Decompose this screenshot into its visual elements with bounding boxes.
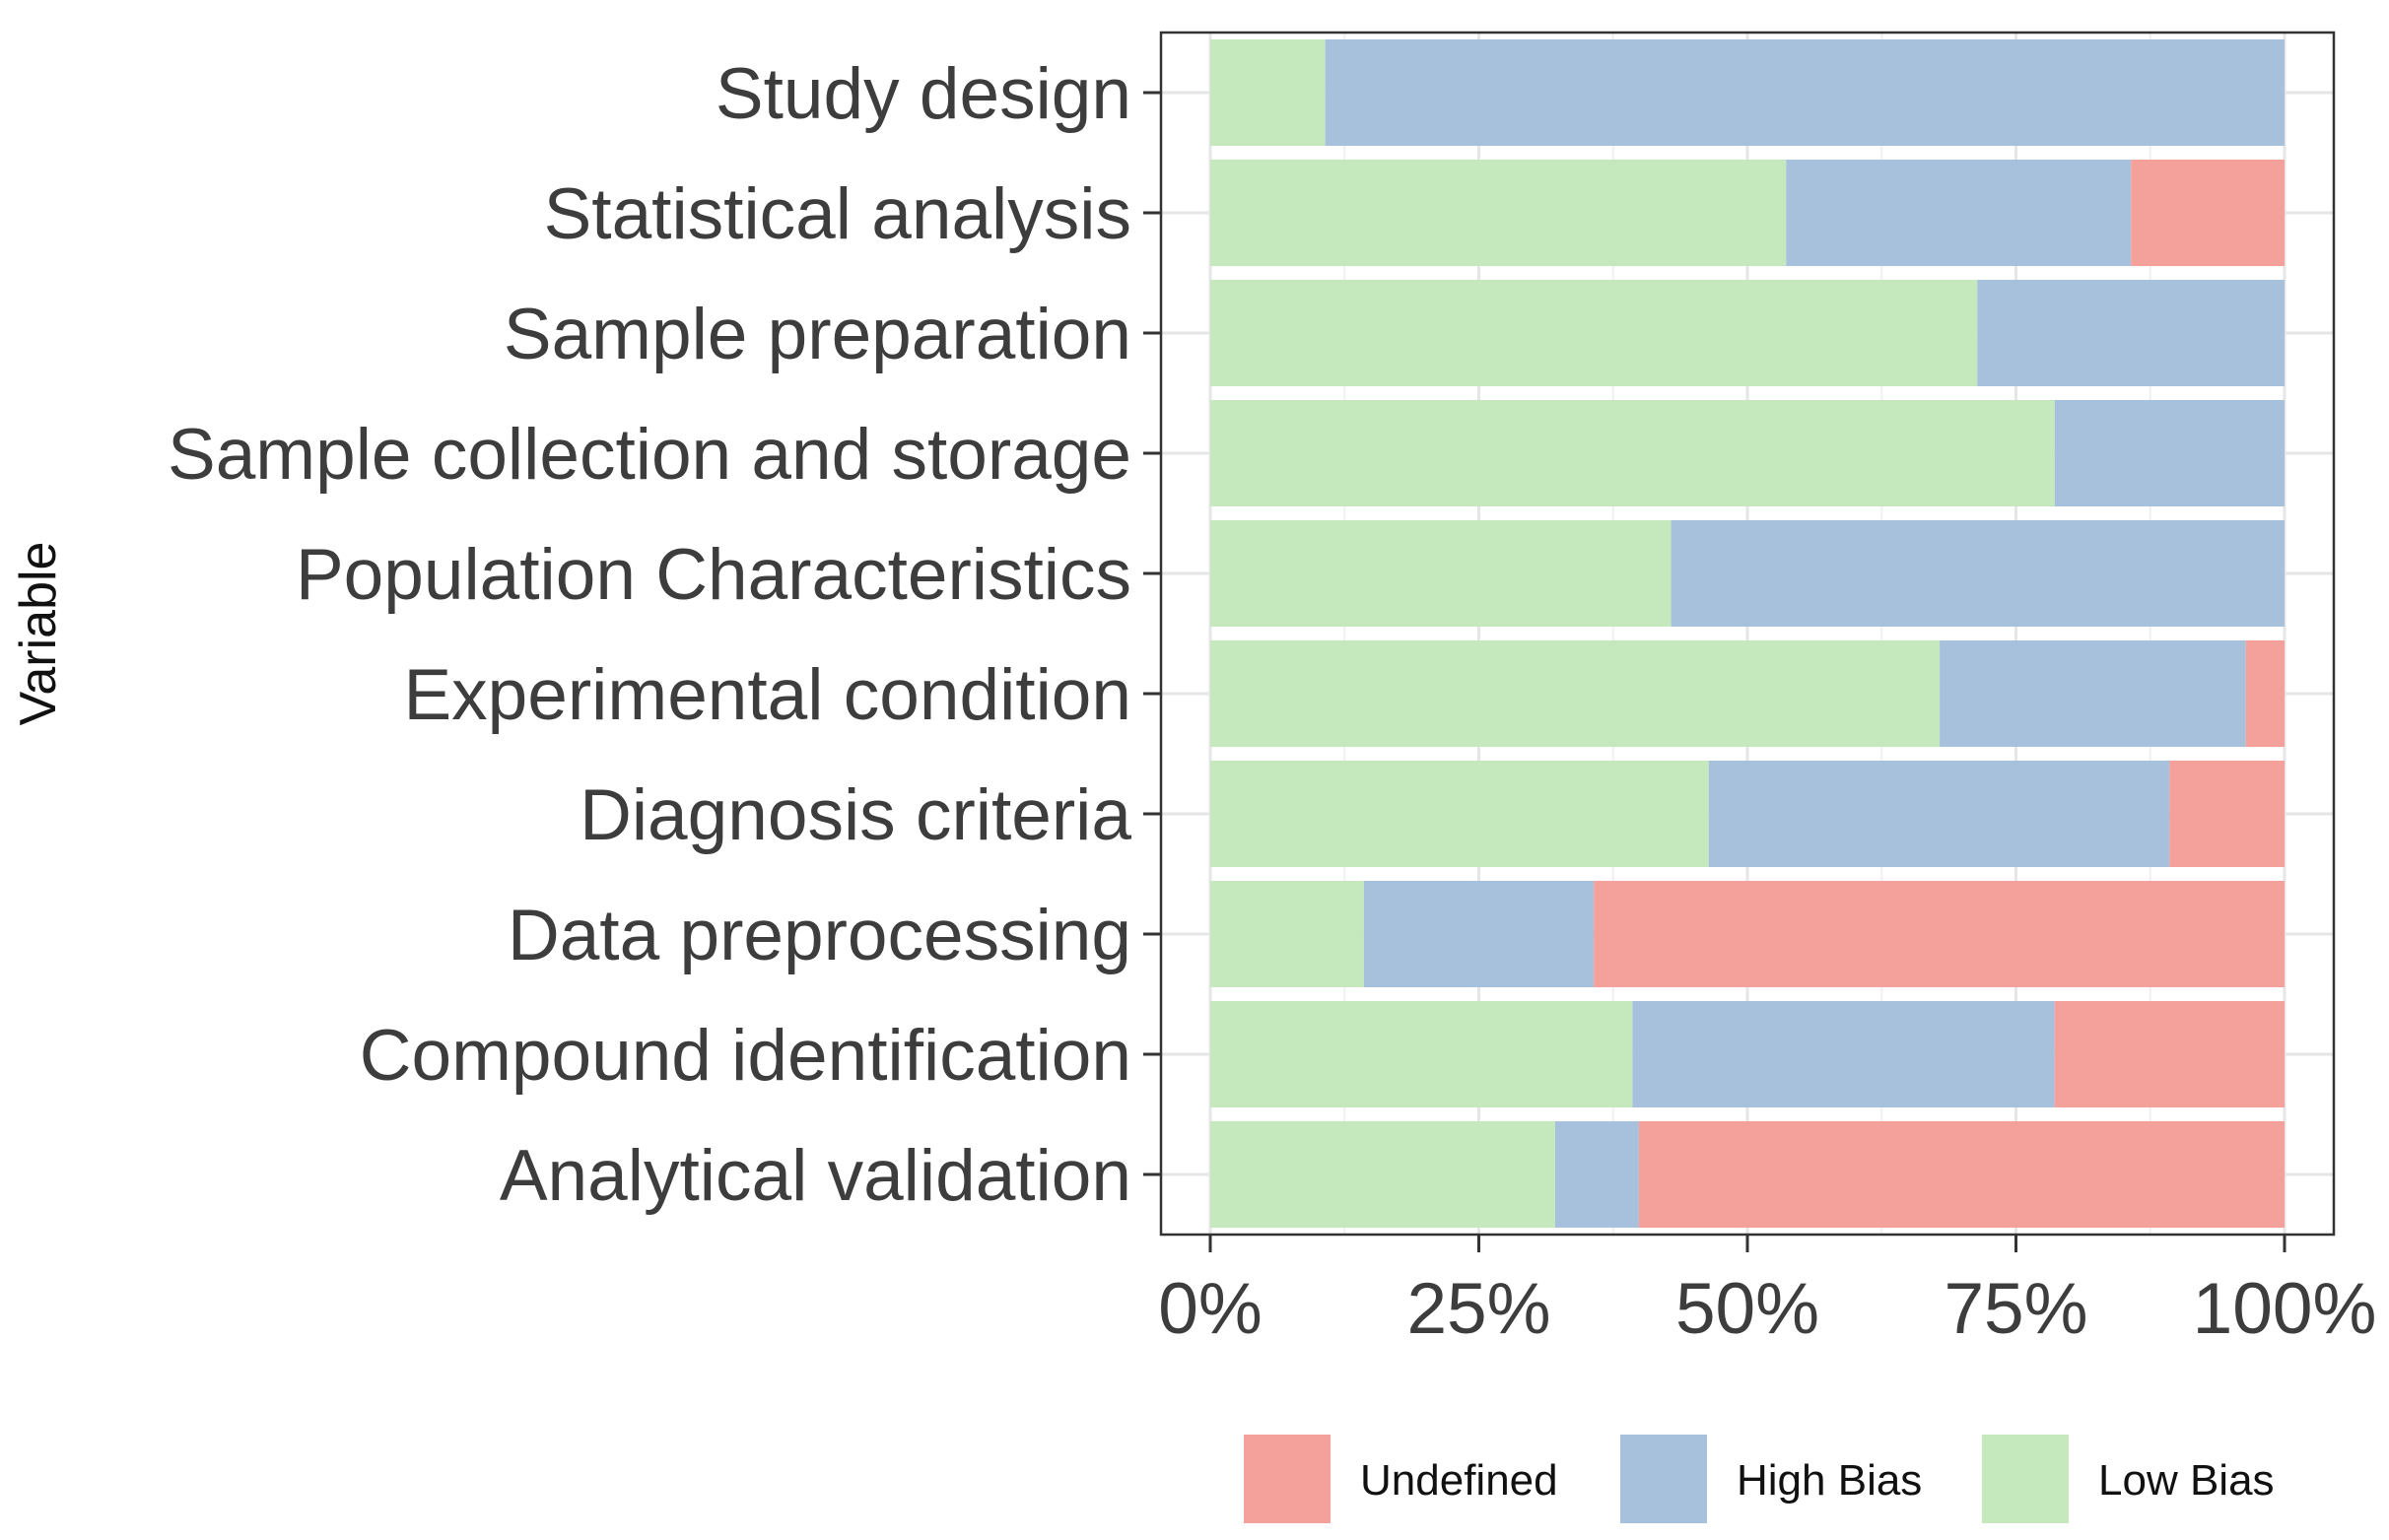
x-axis-tick-labels: 0% 25% 50% 75% 100% <box>1158 1269 2376 1349</box>
bar-low-bias <box>1210 280 1978 386</box>
bar-low-bias <box>1210 39 1326 146</box>
bar-high-bias <box>1940 640 2246 747</box>
bar-undefined <box>2131 160 2285 266</box>
y-axis-title: Variable <box>10 542 67 726</box>
bar-high-bias <box>1325 39 2285 146</box>
bar-undefined <box>2245 640 2285 747</box>
bars <box>1210 39 2285 1228</box>
bar-high-bias <box>1632 1001 2055 1107</box>
category-label: Sample collection and storage <box>168 415 1131 495</box>
bar-high-bias <box>1363 881 1595 987</box>
category-label: Compound identification <box>360 1016 1131 1096</box>
x-tick-label: 100% <box>2193 1269 2377 1349</box>
category-label: Statistical analysis <box>544 174 1131 254</box>
x-tick-label: 0% <box>1158 1269 1263 1349</box>
bar-low-bias <box>1210 1121 1555 1228</box>
legend-key <box>1620 1435 1707 1523</box>
bar-low-bias <box>1210 761 1709 867</box>
legend-item-undefined: Undefined <box>1244 1435 1558 1523</box>
bar-undefined <box>1638 1121 2285 1228</box>
bar-low-bias <box>1210 400 2055 506</box>
category-label: Data preprocessing <box>508 896 1131 975</box>
bar-undefined <box>2169 761 2285 867</box>
y-axis-tick-labels: Study design Statistical analysis Sample p… <box>168 54 1131 1216</box>
bar-undefined <box>1594 881 2285 987</box>
category-label: Study design <box>716 54 1131 134</box>
bar-high-bias <box>1786 160 2132 266</box>
bar-low-bias <box>1210 640 1941 747</box>
legend-label: High Bias <box>1737 1456 1922 1505</box>
bar-high-bias <box>1554 1121 1639 1228</box>
legend-key <box>1982 1435 2069 1523</box>
legend-item-high-bias: High Bias <box>1620 1435 1922 1523</box>
category-label: Sample preparation <box>504 295 1131 374</box>
bar-high-bias <box>1671 520 2285 627</box>
bar-undefined <box>2054 1001 2285 1107</box>
legend: Undefined High Bias Low Bias <box>1244 1435 2275 1523</box>
legend-item-low-bias: Low Bias <box>1982 1435 2275 1523</box>
legend-key <box>1244 1435 1331 1523</box>
category-label: Population Characteristics <box>296 535 1131 615</box>
bar-low-bias <box>1210 520 1672 627</box>
bar-high-bias <box>1708 761 2170 867</box>
category-label: Analytical validation <box>500 1136 1131 1216</box>
x-tick-label: 50% <box>1675 1269 1819 1349</box>
bar-low-bias <box>1210 1001 1633 1107</box>
legend-label: Undefined <box>1360 1456 1558 1505</box>
category-label: Diagnosis criteria <box>580 775 1131 855</box>
x-tick-label: 25% <box>1406 1269 1550 1349</box>
bar-high-bias <box>1977 280 2285 386</box>
bar-high-bias <box>2054 400 2285 506</box>
bar-low-bias <box>1210 881 1364 987</box>
legend-label: Low Bias <box>2098 1456 2275 1505</box>
x-tick-label: 75% <box>1944 1269 2087 1349</box>
axis-ticks <box>1143 91 2287 1252</box>
category-label: Experimental condition <box>403 655 1131 735</box>
bar-low-bias <box>1210 160 1787 266</box>
